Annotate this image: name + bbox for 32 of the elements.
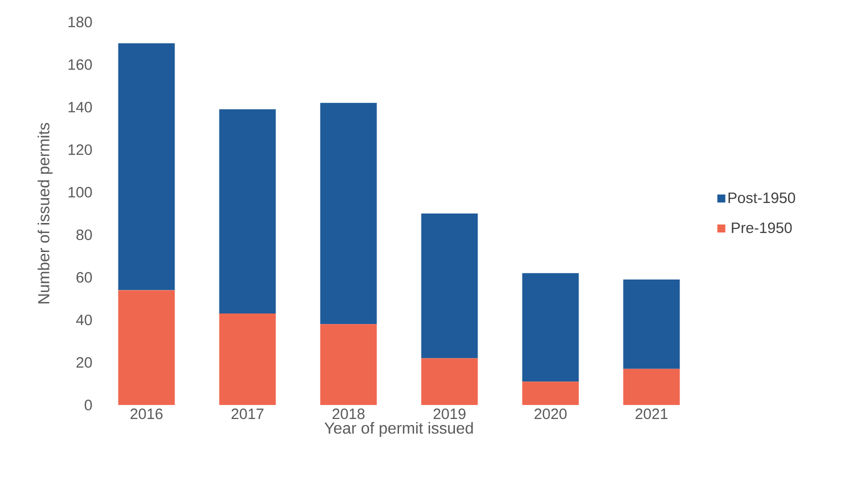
- legend-label: Pre-1950: [732, 222, 792, 234]
- bar: [522, 382, 579, 405]
- y-tick-label: 20: [76, 357, 92, 368]
- bar: [118, 43, 175, 290]
- y-tick-label: 100: [68, 186, 92, 198]
- y-tick-label: 60: [76, 272, 92, 283]
- x-tick-label: 2019: [434, 408, 466, 420]
- bar: [623, 368, 680, 405]
- bar: [320, 102, 377, 324]
- legend-label: Post-1950: [728, 192, 796, 204]
- y-tick-label: 140: [68, 102, 92, 112]
- x-tick-label: 2018: [332, 408, 365, 420]
- x-tick-label: 2020: [534, 408, 567, 420]
- bar: [219, 314, 276, 405]
- bar: [320, 324, 377, 405]
- bar: [421, 358, 478, 405]
- y-axis-title: Number of issued permits: [38, 122, 53, 304]
- bar: [421, 213, 478, 358]
- x-tick-label: 2021: [636, 408, 668, 420]
- y-tick-label: 40: [76, 314, 92, 326]
- x-axis-title: Year of permit issued: [324, 422, 473, 437]
- bar: [522, 273, 579, 382]
- y-tick-label: 80: [76, 229, 92, 240]
- y-tick-label: 0: [84, 400, 92, 410]
- bar: [623, 279, 680, 369]
- x-tick-label: 2017: [232, 408, 264, 420]
- y-tick-label: 120: [68, 144, 92, 155]
- x-tick-label: 2016: [130, 408, 163, 420]
- bar: [118, 290, 175, 405]
- y-tick-label: 180: [68, 16, 92, 28]
- bar: [219, 109, 276, 314]
- y-tick-label: 160: [68, 59, 92, 70]
